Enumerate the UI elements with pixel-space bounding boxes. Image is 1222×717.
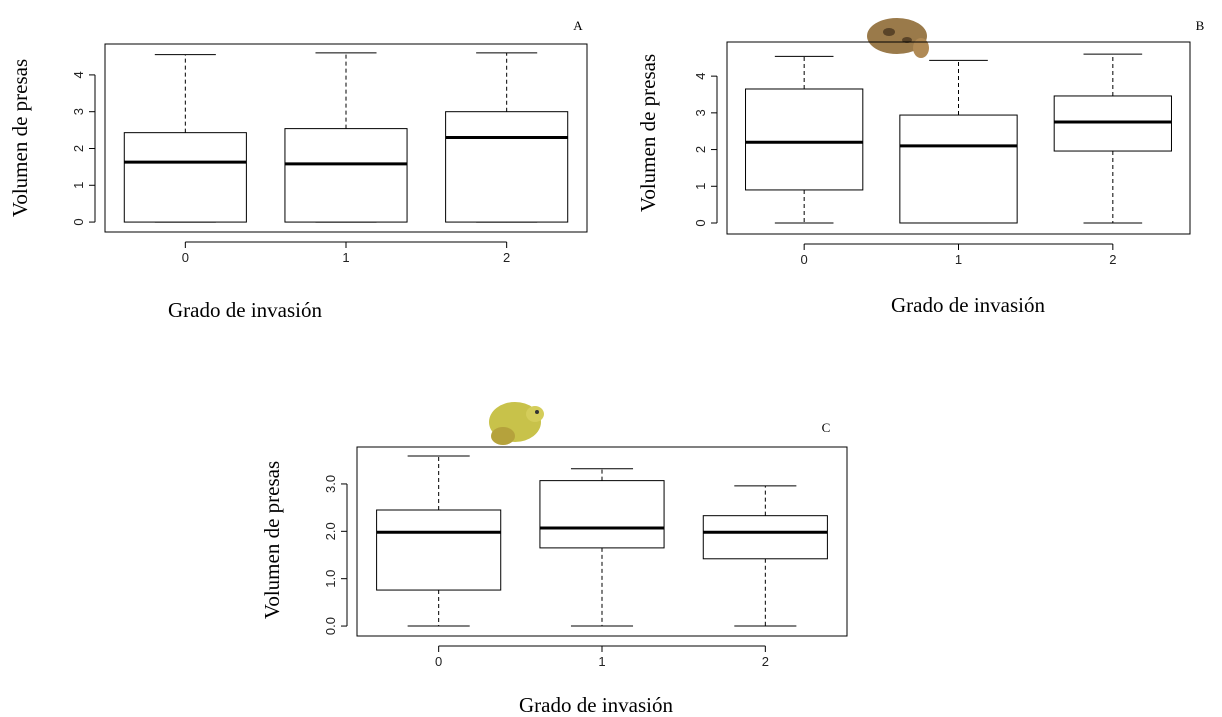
plot-frame: [104, 43, 588, 233]
panel-label: B: [1196, 18, 1205, 33]
y-tick-label: 2.0: [323, 522, 338, 540]
y-tick-label: 1: [693, 183, 708, 190]
panel-label: C: [822, 420, 831, 435]
x-axis-label: Grado de invasión: [519, 693, 673, 717]
y-axis-label: Volumen de presas: [636, 54, 660, 212]
y-axis-label: Volumen de presas: [8, 59, 32, 217]
y-tick-label: 4: [71, 71, 86, 78]
x-tick-label: 2: [1109, 252, 1116, 267]
box: [899, 114, 1018, 224]
x-tick-label: 1: [598, 654, 605, 669]
y-tick-label: 1: [71, 182, 86, 189]
y-tick-label: 3: [693, 109, 708, 116]
frog-icon: [489, 402, 544, 445]
box: [539, 480, 665, 549]
box: [123, 132, 247, 223]
y-tick-label: 3: [71, 108, 86, 115]
x-tick-label: 2: [503, 250, 510, 265]
x-tick-label: 1: [342, 250, 349, 265]
y-tick-label: 4: [693, 73, 708, 80]
box: [745, 88, 864, 191]
x-tick-label: 0: [801, 252, 808, 267]
y-tick-label: 2: [71, 145, 86, 152]
box: [284, 128, 408, 223]
x-tick-label: 1: [955, 252, 962, 267]
x-axis-label: Grado de invasión: [168, 298, 322, 322]
x-tick-label: 0: [182, 250, 189, 265]
y-tick-label: 2: [693, 146, 708, 153]
y-tick-label: 0: [693, 219, 708, 226]
y-axis-label: Volumen de presas: [260, 461, 284, 619]
y-tick-label: 1.0: [323, 570, 338, 588]
box: [376, 509, 502, 591]
frog-icon: [867, 18, 929, 58]
y-tick-label: 0.0: [323, 617, 338, 635]
x-tick-label: 0: [435, 654, 442, 669]
box: [445, 111, 569, 223]
plot-frame: [356, 446, 848, 637]
panel-label: A: [573, 18, 583, 33]
x-tick-label: 2: [762, 654, 769, 669]
box: [702, 515, 828, 560]
y-tick-label: 0: [71, 218, 86, 225]
y-tick-label: 3.0: [323, 475, 338, 493]
x-axis-label: Grado de invasión: [891, 293, 1045, 317]
plot-frame: [726, 41, 1191, 235]
